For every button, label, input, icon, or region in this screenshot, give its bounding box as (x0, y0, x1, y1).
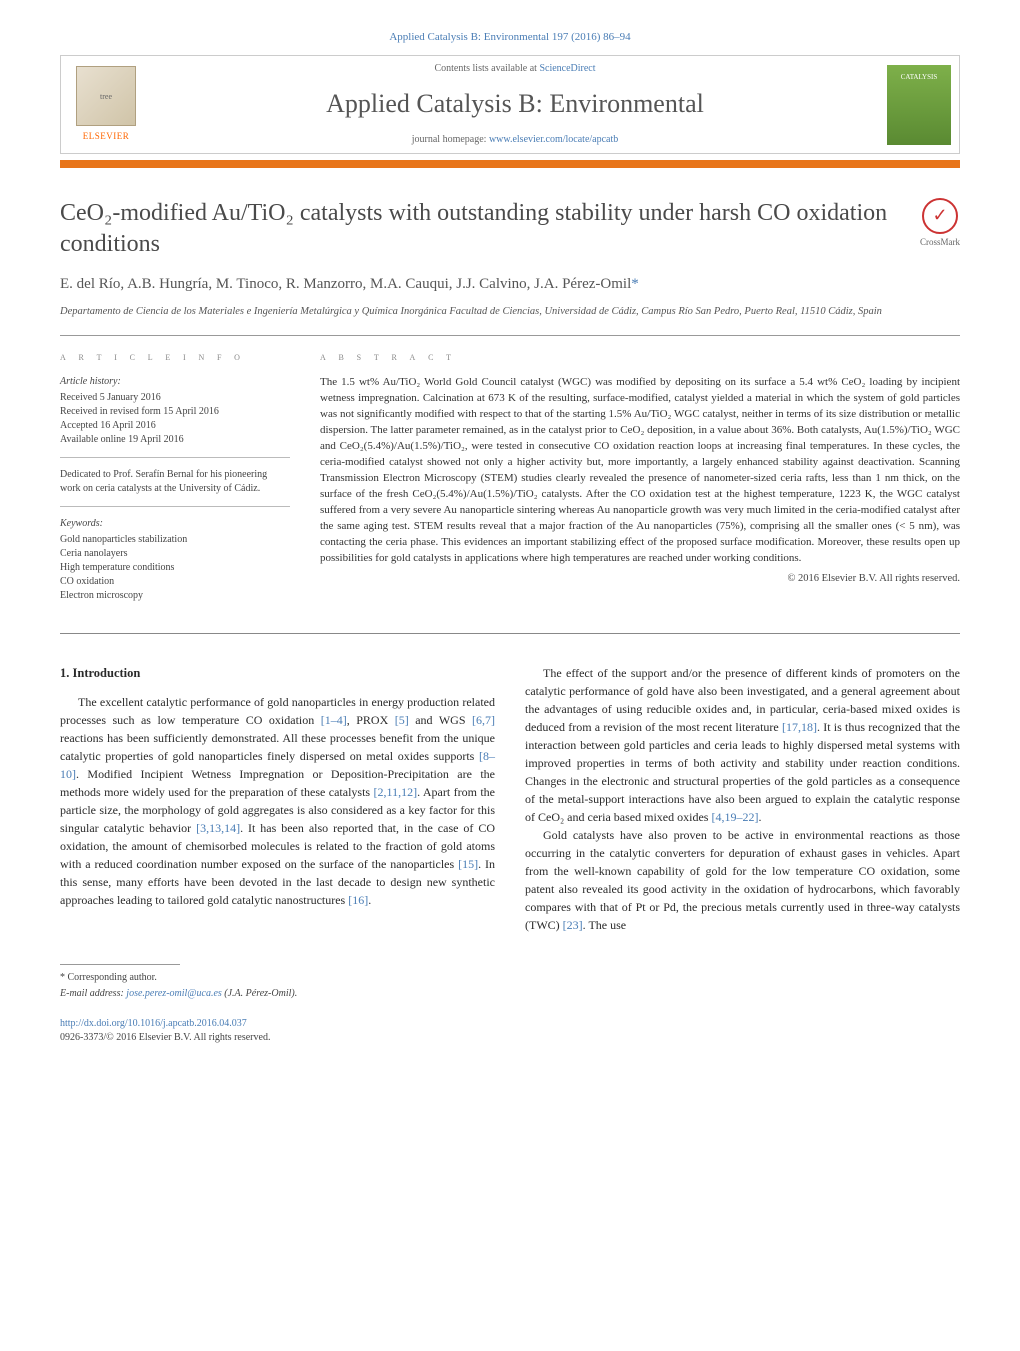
history-online: Available online 19 April 2016 (60, 433, 290, 447)
crossmark-badge[interactable]: ✓ CrossMark (920, 198, 960, 249)
homepage-prefix: journal homepage: (412, 134, 489, 145)
crossmark-label: CrossMark (920, 236, 960, 249)
keyword-5: Electron microscopy (60, 589, 290, 603)
journal-homepage: journal homepage: www.elsevier.com/locat… (161, 133, 869, 147)
article-info-sidebar: a r t i c l e i n f o Article history: R… (60, 350, 290, 603)
ref-6-7[interactable]: [6,7] (472, 713, 495, 727)
p3-text-c: . (758, 810, 761, 824)
keyword-1: Gold nanoparticles stabilization (60, 533, 290, 547)
ref-16[interactable]: [16] (348, 893, 368, 907)
contents-prefix: Contents lists available at (434, 63, 539, 74)
ref-4-19-22[interactable]: [4,19–22] (711, 810, 758, 824)
contents-available: Contents lists available at ScienceDirec… (161, 62, 869, 76)
affiliation: Departamento de Ciencia de los Materiale… (60, 305, 960, 319)
history-received: Received 5 January 2016 (60, 391, 290, 405)
keywords-block: Keywords: Gold nanoparticles stabilizati… (60, 517, 290, 603)
issn-copyright: 0926-3373/© 2016 Elsevier B.V. All right… (60, 1032, 270, 1043)
ref-2-11-12[interactable]: [2,11,12] (374, 785, 418, 799)
p2-text-b: . (368, 893, 371, 907)
cover-thumbnail: CATALYSIS (887, 65, 951, 145)
dedication: Dedicated to Prof. Serafín Bernal for hi… (60, 468, 290, 507)
ref-15[interactable]: [15] (458, 857, 478, 871)
footer-rule (60, 964, 180, 965)
para-3: The effect of the support and/or the pre… (525, 664, 960, 826)
keyword-4: CO oxidation (60, 575, 290, 589)
article-title: CeO₂-modified Au/TiO₂ catalysts with out… (60, 198, 900, 260)
divider-top (60, 335, 960, 336)
authors-list: E. del Río, A.B. Hungría, M. Tinoco, R. … (60, 274, 960, 295)
abstract-heading: a b s t r a c t (320, 350, 960, 365)
keyword-2: Ceria nanolayers (60, 547, 290, 561)
p4-text-b: . The use (583, 918, 626, 932)
p1-text-c: and WGS (409, 713, 472, 727)
corresponding-note: * Corresponding author. (60, 971, 960, 985)
email-label: E-mail address: (60, 988, 126, 999)
authors-names: E. del Río, A.B. Hungría, M. Tinoco, R. … (60, 276, 631, 292)
journal-cover[interactable]: CATALYSIS (879, 56, 959, 152)
ref-23[interactable]: [23] (563, 918, 583, 932)
footer-block: * Corresponding author. E-mail address: … (60, 964, 960, 1045)
ref-3-13-14[interactable]: [3,13,14] (196, 821, 240, 835)
corresponding-asterisk: * (631, 276, 639, 292)
journal-reference: Applied Catalysis B: Environmental 197 (… (60, 30, 960, 45)
homepage-link[interactable]: www.elsevier.com/locate/apcatb (489, 134, 618, 145)
header-center: Contents lists available at ScienceDirec… (151, 56, 879, 152)
history-label: Article history: (60, 375, 290, 389)
keyword-3: High temperature conditions (60, 561, 290, 575)
doi-block: http://dx.doi.org/10.1016/j.apcatb.2016.… (60, 1017, 960, 1045)
elsevier-wordmark: ELSEVIER (83, 130, 130, 143)
crossmark-icon: ✓ (922, 198, 958, 234)
history-accepted: Accepted 16 April 2016 (60, 419, 290, 433)
email-note: E-mail address: jose.perez-omil@uca.es (… (60, 987, 960, 1001)
ref-5[interactable]: [5] (395, 713, 409, 727)
email-link[interactable]: jose.perez-omil@uca.es (126, 988, 221, 999)
doi-link[interactable]: http://dx.doi.org/10.1016/j.apcatb.2016.… (60, 1018, 247, 1029)
history-block: Article history: Received 5 January 2016… (60, 375, 290, 458)
abstract-text: The 1.5 wt% Au/TiO₂ World Gold Council c… (320, 375, 960, 566)
p1-text-d: reactions has been sufficiently demonstr… (60, 731, 495, 763)
abstract-block: a b s t r a c t The 1.5 wt% Au/TiO₂ Worl… (320, 350, 960, 603)
history-revised: Received in revised form 15 April 2016 (60, 405, 290, 419)
para-1: The excellent catalytic performance of g… (60, 693, 495, 909)
section-1-heading: 1. Introduction (60, 664, 495, 683)
elsevier-tree-icon: tree (76, 66, 136, 126)
divider-bottom (60, 633, 960, 634)
email-author-name: (J.A. Pérez-Omil). (222, 988, 297, 999)
journal-title: Applied Catalysis B: Environmental (161, 86, 869, 122)
abstract-copyright: © 2016 Elsevier B.V. All rights reserved… (320, 572, 960, 587)
ref-17-18[interactable]: [17,18] (782, 720, 817, 734)
p1-text-b: , PROX (347, 713, 395, 727)
elsevier-logo[interactable]: tree ELSEVIER (61, 56, 151, 152)
keywords-label: Keywords: (60, 517, 290, 531)
p4-text-a: Gold catalysts have also proven to be ac… (525, 828, 960, 932)
science-direct-link[interactable]: ScienceDirect (539, 63, 595, 74)
body-columns: 1. Introduction The excellent catalytic … (60, 664, 960, 934)
journal-header-box: tree ELSEVIER Contents lists available a… (60, 55, 960, 153)
para-4: Gold catalysts have also proven to be ac… (525, 826, 960, 934)
p3-text-b: . It is thus recognized that the interac… (525, 720, 960, 824)
article-info-heading: a r t i c l e i n f o (60, 350, 290, 365)
ref-1-4[interactable]: [1–4] (321, 713, 347, 727)
orange-divider-bar (60, 160, 960, 168)
